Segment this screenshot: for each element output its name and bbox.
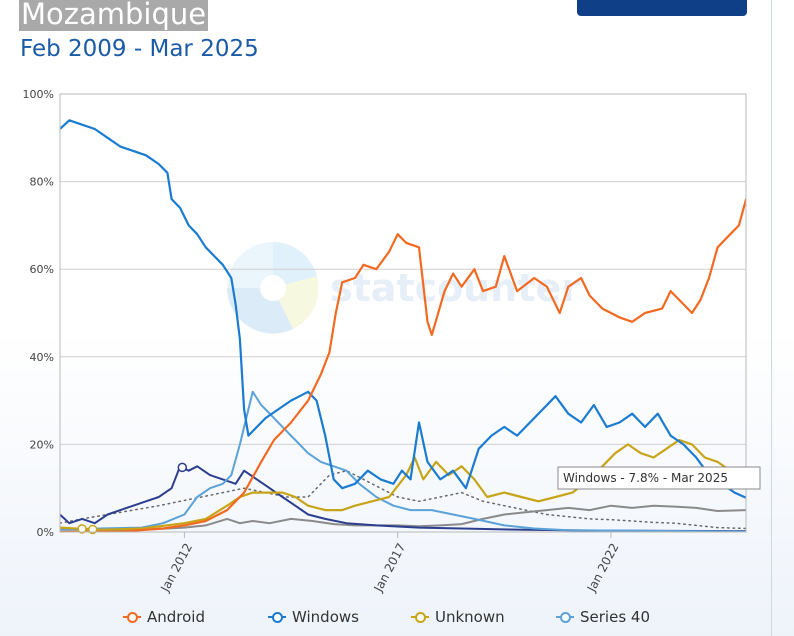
- legend-label: Windows: [292, 608, 359, 626]
- series-line-series-40: [60, 390, 746, 532]
- header-action-button[interactable]: [577, 0, 747, 16]
- series-line-unknown: [60, 438, 746, 531]
- data-marker: [87, 524, 98, 535]
- legend-marker-icon: [411, 611, 429, 623]
- y-tick-label: 80%: [30, 176, 54, 189]
- legend-item-series-40[interactable]: Series 40: [556, 608, 650, 626]
- y-axis-labels: 0% 20% 40% 60% 80% 100%: [23, 88, 54, 539]
- legend-item-android[interactable]: Android: [123, 608, 205, 626]
- tooltip-text: Windows - 7.8% - Mar 2025: [563, 471, 728, 485]
- hover-tooltip: Windows - 7.8% - Mar 2025: [557, 466, 761, 490]
- tooltip-box: [557, 466, 761, 490]
- series-line-other-dotted: [60, 469, 746, 530]
- legend-marker-icon: [556, 611, 574, 623]
- plot-area-frame: [59, 93, 747, 533]
- legend-label: Unknown: [435, 608, 505, 626]
- y-tick-label: 60%: [30, 263, 54, 276]
- legend-item-unknown[interactable]: Unknown: [411, 608, 505, 626]
- page-subtitle: Feb 2009 - Mar 2025: [20, 36, 259, 62]
- statcounter-watermark: statcounter: [227, 242, 580, 334]
- legend-marker-icon: [268, 611, 286, 623]
- legend-marker-icon: [123, 611, 141, 623]
- series-lines: [60, 119, 746, 532]
- x-tick-label: Jan 2017: [371, 541, 409, 595]
- x-tick-label: Jan 2012: [157, 541, 195, 595]
- y-tick-label: 0%: [37, 526, 54, 539]
- y-tick-label: 40%: [30, 351, 54, 364]
- panel-divider: [771, 0, 772, 636]
- data-marker: [177, 462, 188, 473]
- data-marker: [77, 524, 87, 534]
- page-title: Mozambique: [19, 0, 209, 31]
- legend-item-windows[interactable]: Windows: [268, 608, 359, 626]
- watermark-text: statcounter: [330, 266, 580, 310]
- y-tick-label: 100%: [23, 88, 54, 101]
- x-axis-labels: Jan 2012 Jan 2017 Jan 2022: [157, 541, 621, 595]
- y-tick-label: 20%: [30, 438, 54, 451]
- x-tick-label: Jan 2022: [584, 541, 622, 595]
- series-line-other-gray: [60, 504, 746, 532]
- legend-label: Android: [147, 608, 205, 626]
- series-line-android: [60, 198, 746, 532]
- data-markers: [77, 462, 188, 535]
- chart-legend: Android Windows Unknown Series 40: [0, 608, 794, 632]
- legend-label: Series 40: [580, 608, 650, 626]
- series-line-windows: [60, 119, 746, 499]
- series-line-other-dark-blue: [60, 465, 746, 532]
